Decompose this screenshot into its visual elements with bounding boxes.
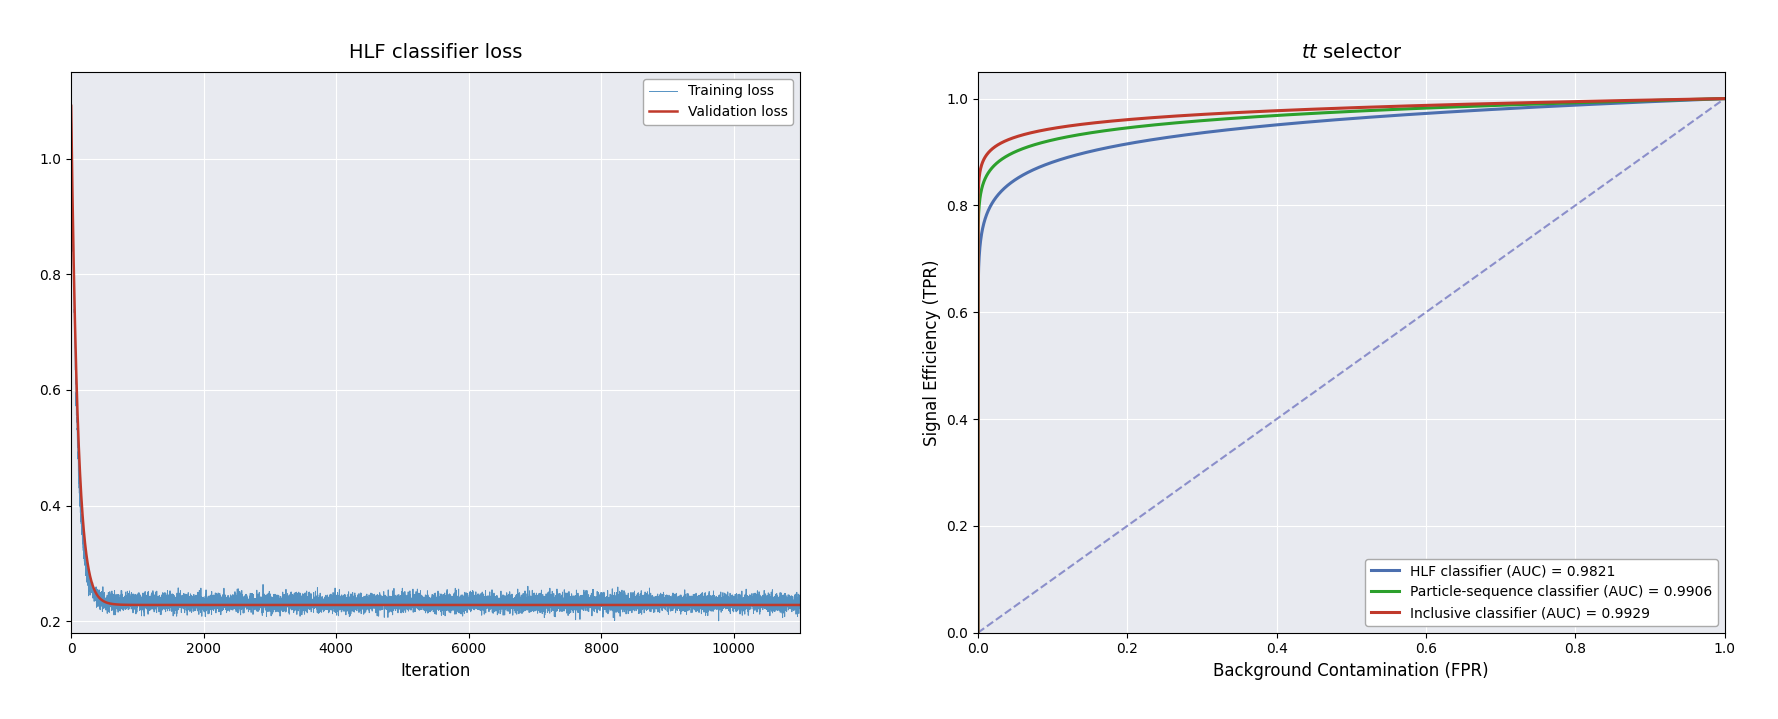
Training loss	[101, 587, 123, 595]
Training loss	[60, 88, 82, 97]
Particle-sequence classifier (AUC) = 0.9906	[1285, 110, 1307, 119]
Inclusive classifier (AUC) = 0.9929	[1620, 96, 1641, 105]
Validation loss	[789, 600, 811, 609]
Training loss	[645, 600, 667, 609]
HLF classifier (AUC) = 0.9821	[1700, 95, 1721, 104]
Particle-sequence classifier (AUC) = 0.9906	[1053, 134, 1074, 142]
X-axis label: Background Contamination (FPR): Background Contamination (FPR)	[1213, 662, 1490, 680]
Particle-sequence classifier (AUC) = 0.9906	[1700, 95, 1721, 104]
Training loss	[708, 616, 729, 625]
Particle-sequence classifier (AUC) = 0.9906	[967, 628, 989, 637]
Training loss	[653, 596, 674, 605]
HLF classifier (AUC) = 0.9821	[1053, 155, 1074, 163]
HLF classifier (AUC) = 0.9821	[967, 628, 989, 637]
Validation loss	[480, 600, 501, 609]
Particle-sequence classifier (AUC) = 0.9906	[1714, 94, 1735, 103]
Line: Training loss: Training loss	[71, 93, 800, 620]
Line: Inclusive classifier (AUC) = 0.9929: Inclusive classifier (AUC) = 0.9929	[978, 99, 1725, 633]
Line: Validation loss: Validation loss	[71, 106, 800, 605]
Particle-sequence classifier (AUC) = 0.9906	[1620, 97, 1641, 106]
Particle-sequence classifier (AUC) = 0.9906	[1253, 112, 1275, 121]
Inclusive classifier (AUC) = 0.9929	[1700, 95, 1721, 104]
HLF classifier (AUC) = 0.9821	[1714, 94, 1735, 103]
Title: HLF classifier loss: HLF classifier loss	[348, 43, 523, 62]
Title: $\mathit{tt}$ selector: $\mathit{tt}$ selector	[1300, 43, 1403, 62]
X-axis label: Iteration: Iteration	[400, 662, 471, 680]
Line: Particle-sequence classifier (AUC) = 0.9906: Particle-sequence classifier (AUC) = 0.9…	[978, 99, 1725, 633]
Line: HLF classifier (AUC) = 0.9821: HLF classifier (AUC) = 0.9821	[978, 99, 1725, 633]
Inclusive classifier (AUC) = 0.9929	[1053, 122, 1074, 131]
Inclusive classifier (AUC) = 0.9929	[1253, 107, 1275, 116]
HLF classifier (AUC) = 0.9821	[1097, 143, 1118, 152]
Validation loss	[619, 600, 640, 609]
Validation loss	[645, 600, 667, 609]
Training loss	[789, 600, 811, 608]
Training loss	[382, 595, 404, 603]
Particle-sequence classifier (AUC) = 0.9906	[1097, 126, 1118, 134]
Inclusive classifier (AUC) = 0.9929	[1097, 117, 1118, 126]
HLF classifier (AUC) = 0.9821	[1285, 119, 1307, 127]
HLF classifier (AUC) = 0.9821	[1620, 99, 1641, 107]
HLF classifier (AUC) = 0.9821	[1253, 122, 1275, 130]
Inclusive classifier (AUC) = 0.9929	[1714, 94, 1735, 103]
Y-axis label: Signal Efficiency (TPR): Signal Efficiency (TPR)	[923, 259, 941, 446]
Training loss	[619, 603, 640, 612]
Validation loss	[316, 600, 338, 609]
Validation loss	[653, 600, 674, 609]
Legend: HLF classifier (AUC) = 0.9821, Particle-sequence classifier (AUC) = 0.9906, Incl: HLF classifier (AUC) = 0.9821, Particle-…	[1366, 559, 1718, 626]
Validation loss	[382, 600, 404, 609]
Legend: Training loss, Validation loss: Training loss, Validation loss	[644, 79, 793, 125]
Validation loss	[60, 101, 82, 110]
Inclusive classifier (AUC) = 0.9929	[967, 628, 989, 637]
Inclusive classifier (AUC) = 0.9929	[1285, 106, 1307, 114]
Validation loss	[101, 600, 123, 608]
Training loss	[480, 600, 501, 609]
